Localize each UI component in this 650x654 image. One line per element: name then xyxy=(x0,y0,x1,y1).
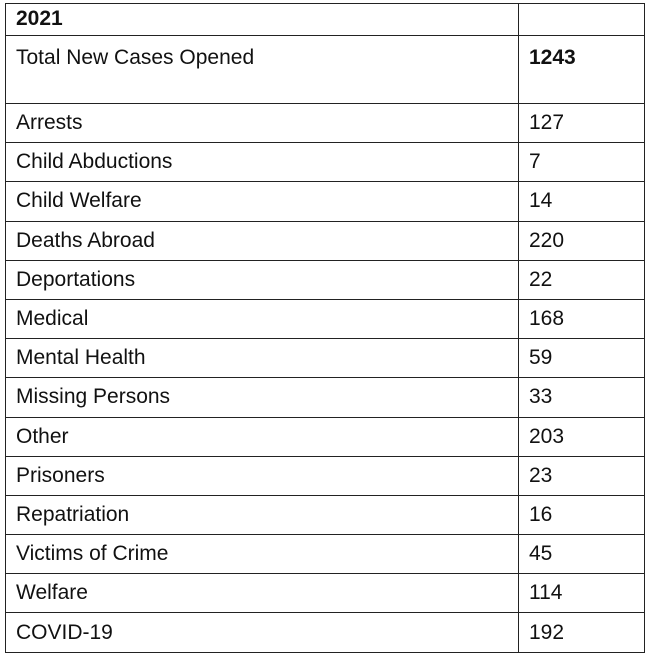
case-row: COVID-19 192 xyxy=(5,612,645,653)
case-type: Arrests xyxy=(5,102,519,144)
case-row: Child Abductions 7 xyxy=(5,142,645,183)
case-row: Deaths Abroad 220 xyxy=(5,220,645,261)
case-count: 23 xyxy=(518,455,645,496)
case-row: Repatriation 16 xyxy=(5,494,645,536)
case-count: 59 xyxy=(518,338,645,379)
case-type: Victims of Crime xyxy=(5,534,519,575)
case-row: Victims of Crime 45 xyxy=(5,534,645,575)
case-type: Other xyxy=(5,416,519,457)
case-type: COVID-19 xyxy=(5,612,519,653)
case-count: 220 xyxy=(518,220,645,261)
total-row: Total New Cases Opened 1243 xyxy=(5,35,645,104)
case-type: Missing Persons xyxy=(5,377,519,418)
case-type: Repatriation xyxy=(5,494,519,536)
header-title: 2021 xyxy=(5,3,519,36)
case-row: Medical 168 xyxy=(5,298,645,340)
case-type: Mental Health xyxy=(5,338,519,379)
case-count: 114 xyxy=(518,573,645,614)
table-body: 2021 Total New Cases Opened 1243 Arrests… xyxy=(5,3,645,653)
case-count: 168 xyxy=(518,298,645,340)
case-row: Welfare 114 xyxy=(5,573,645,614)
case-row: Deportations 22 xyxy=(5,259,645,300)
case-type: Child Welfare xyxy=(5,181,519,222)
case-count: 192 xyxy=(518,612,645,653)
header-empty-cell xyxy=(518,3,645,36)
case-type: Prisoners xyxy=(5,455,519,496)
case-count: 16 xyxy=(518,494,645,536)
case-type: Deaths Abroad xyxy=(5,220,519,261)
case-row: Missing Persons 33 xyxy=(5,377,645,418)
case-row: Mental Health 59 xyxy=(5,338,645,379)
case-type: Deportations xyxy=(5,259,519,300)
case-count: 127 xyxy=(518,102,645,144)
case-type: Welfare xyxy=(5,573,519,614)
case-type: Medical xyxy=(5,298,519,340)
case-type: Child Abductions xyxy=(5,142,519,183)
cases-table: 2021 Total New Cases Opened 1243 Arrests… xyxy=(5,3,645,653)
case-count: 33 xyxy=(518,377,645,418)
case-count: 22 xyxy=(518,259,645,300)
header-row: 2021 xyxy=(5,3,645,36)
case-count: 203 xyxy=(518,416,645,457)
case-row: Prisoners 23 xyxy=(5,455,645,496)
case-count: 7 xyxy=(518,142,645,183)
case-count: 45 xyxy=(518,534,645,575)
total-value: 1243 xyxy=(518,35,645,104)
case-row: Other 203 xyxy=(5,416,645,457)
case-row: Child Welfare 14 xyxy=(5,181,645,222)
case-row: Arrests 127 xyxy=(5,102,645,144)
case-count: 14 xyxy=(518,181,645,222)
total-label: Total New Cases Opened xyxy=(5,35,519,104)
